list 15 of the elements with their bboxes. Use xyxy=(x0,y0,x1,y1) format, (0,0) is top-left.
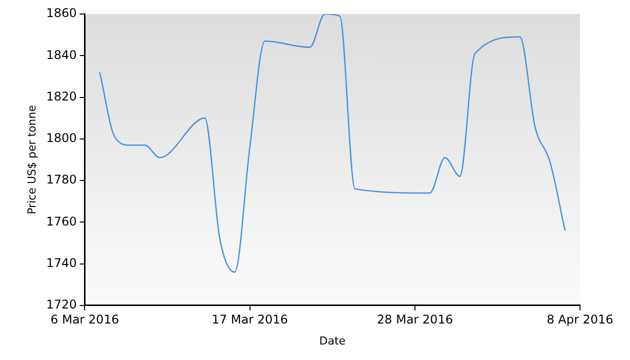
y-tick-label: 1800 xyxy=(46,131,77,146)
y-tick-label: 1780 xyxy=(46,172,77,187)
line-series xyxy=(99,14,566,273)
x-axis-title: Date xyxy=(319,334,346,348)
x-tick-label: 8 Apr 2016 xyxy=(546,312,614,327)
x-tick-label: 17 Mar 2016 xyxy=(212,312,288,327)
y-axis-title: Price US$ per tonne xyxy=(25,104,38,214)
y-tick-label: 1720 xyxy=(46,298,77,312)
y-tick-label: 1840 xyxy=(46,48,77,62)
y-tick-label: 1820 xyxy=(46,89,77,104)
y-tick-label: 1740 xyxy=(46,256,77,270)
x-tick-label: 28 Mar 2016 xyxy=(376,312,453,327)
x-tick-label: 6 Mar 2016 xyxy=(50,312,119,327)
y-tick-label: 1760 xyxy=(46,214,77,228)
y-tick-label: 1860 xyxy=(46,6,77,20)
